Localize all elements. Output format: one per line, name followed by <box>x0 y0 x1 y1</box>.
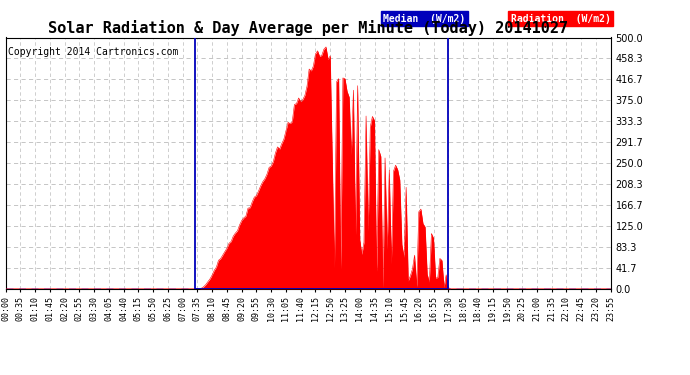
Text: Copyright 2014 Cartronics.com: Copyright 2014 Cartronics.com <box>8 47 179 57</box>
Title: Solar Radiation & Day Average per Minute (Today) 20141027: Solar Radiation & Day Average per Minute… <box>48 20 568 36</box>
Text: Radiation  (W/m2): Radiation (W/m2) <box>511 13 611 24</box>
Bar <box>195 38 448 289</box>
Text: Median  (W/m2): Median (W/m2) <box>383 13 466 24</box>
